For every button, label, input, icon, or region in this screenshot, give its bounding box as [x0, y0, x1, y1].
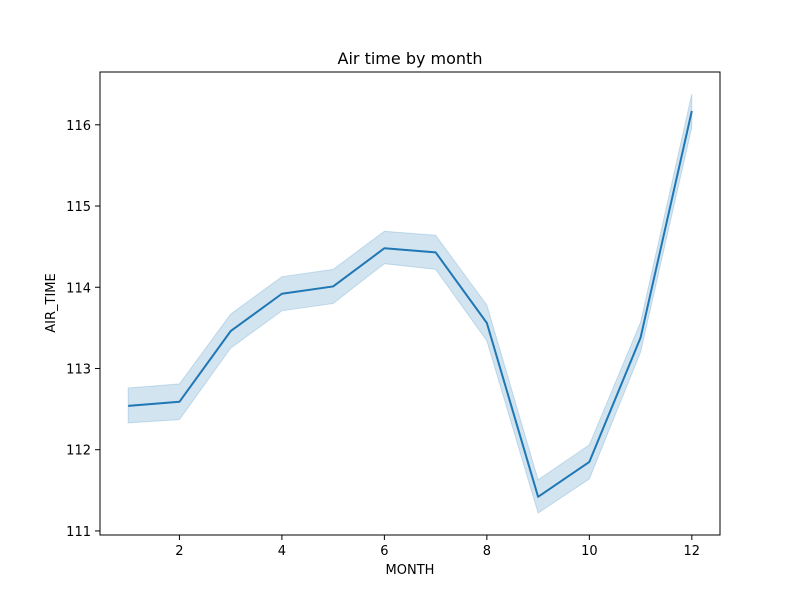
chart-title: Air time by month [338, 49, 483, 68]
y-tick-label: 116 [66, 119, 91, 134]
y-tick-label: 115 [66, 200, 91, 215]
x-tick-label: 6 [380, 544, 388, 559]
y-tick-label: 112 [66, 444, 91, 459]
plot-frame [99, 71, 721, 536]
y-tick-label: 111 [66, 525, 91, 540]
x-tick-label: 8 [483, 544, 491, 559]
x-axis-ticks: 2 4 6 8 10 12 [175, 535, 700, 559]
x-tick-label: 2 [175, 544, 183, 559]
y-axis-label: AIR_TIME [44, 273, 59, 332]
series-line [128, 110, 693, 498]
x-tick-label: 12 [684, 544, 701, 559]
y-tick-label: 113 [66, 362, 91, 377]
x-tick-label: 10 [581, 544, 598, 559]
series-line-layer [128, 110, 693, 498]
y-axis-ticks: 111 112 113 114 115 116 [66, 119, 100, 540]
x-tick-label: 4 [278, 544, 286, 559]
y-tick-label: 114 [66, 281, 91, 296]
confidence-band [127, 93, 693, 514]
confidence-band-layer [127, 93, 693, 514]
x-axis-label: MONTH [386, 563, 435, 578]
